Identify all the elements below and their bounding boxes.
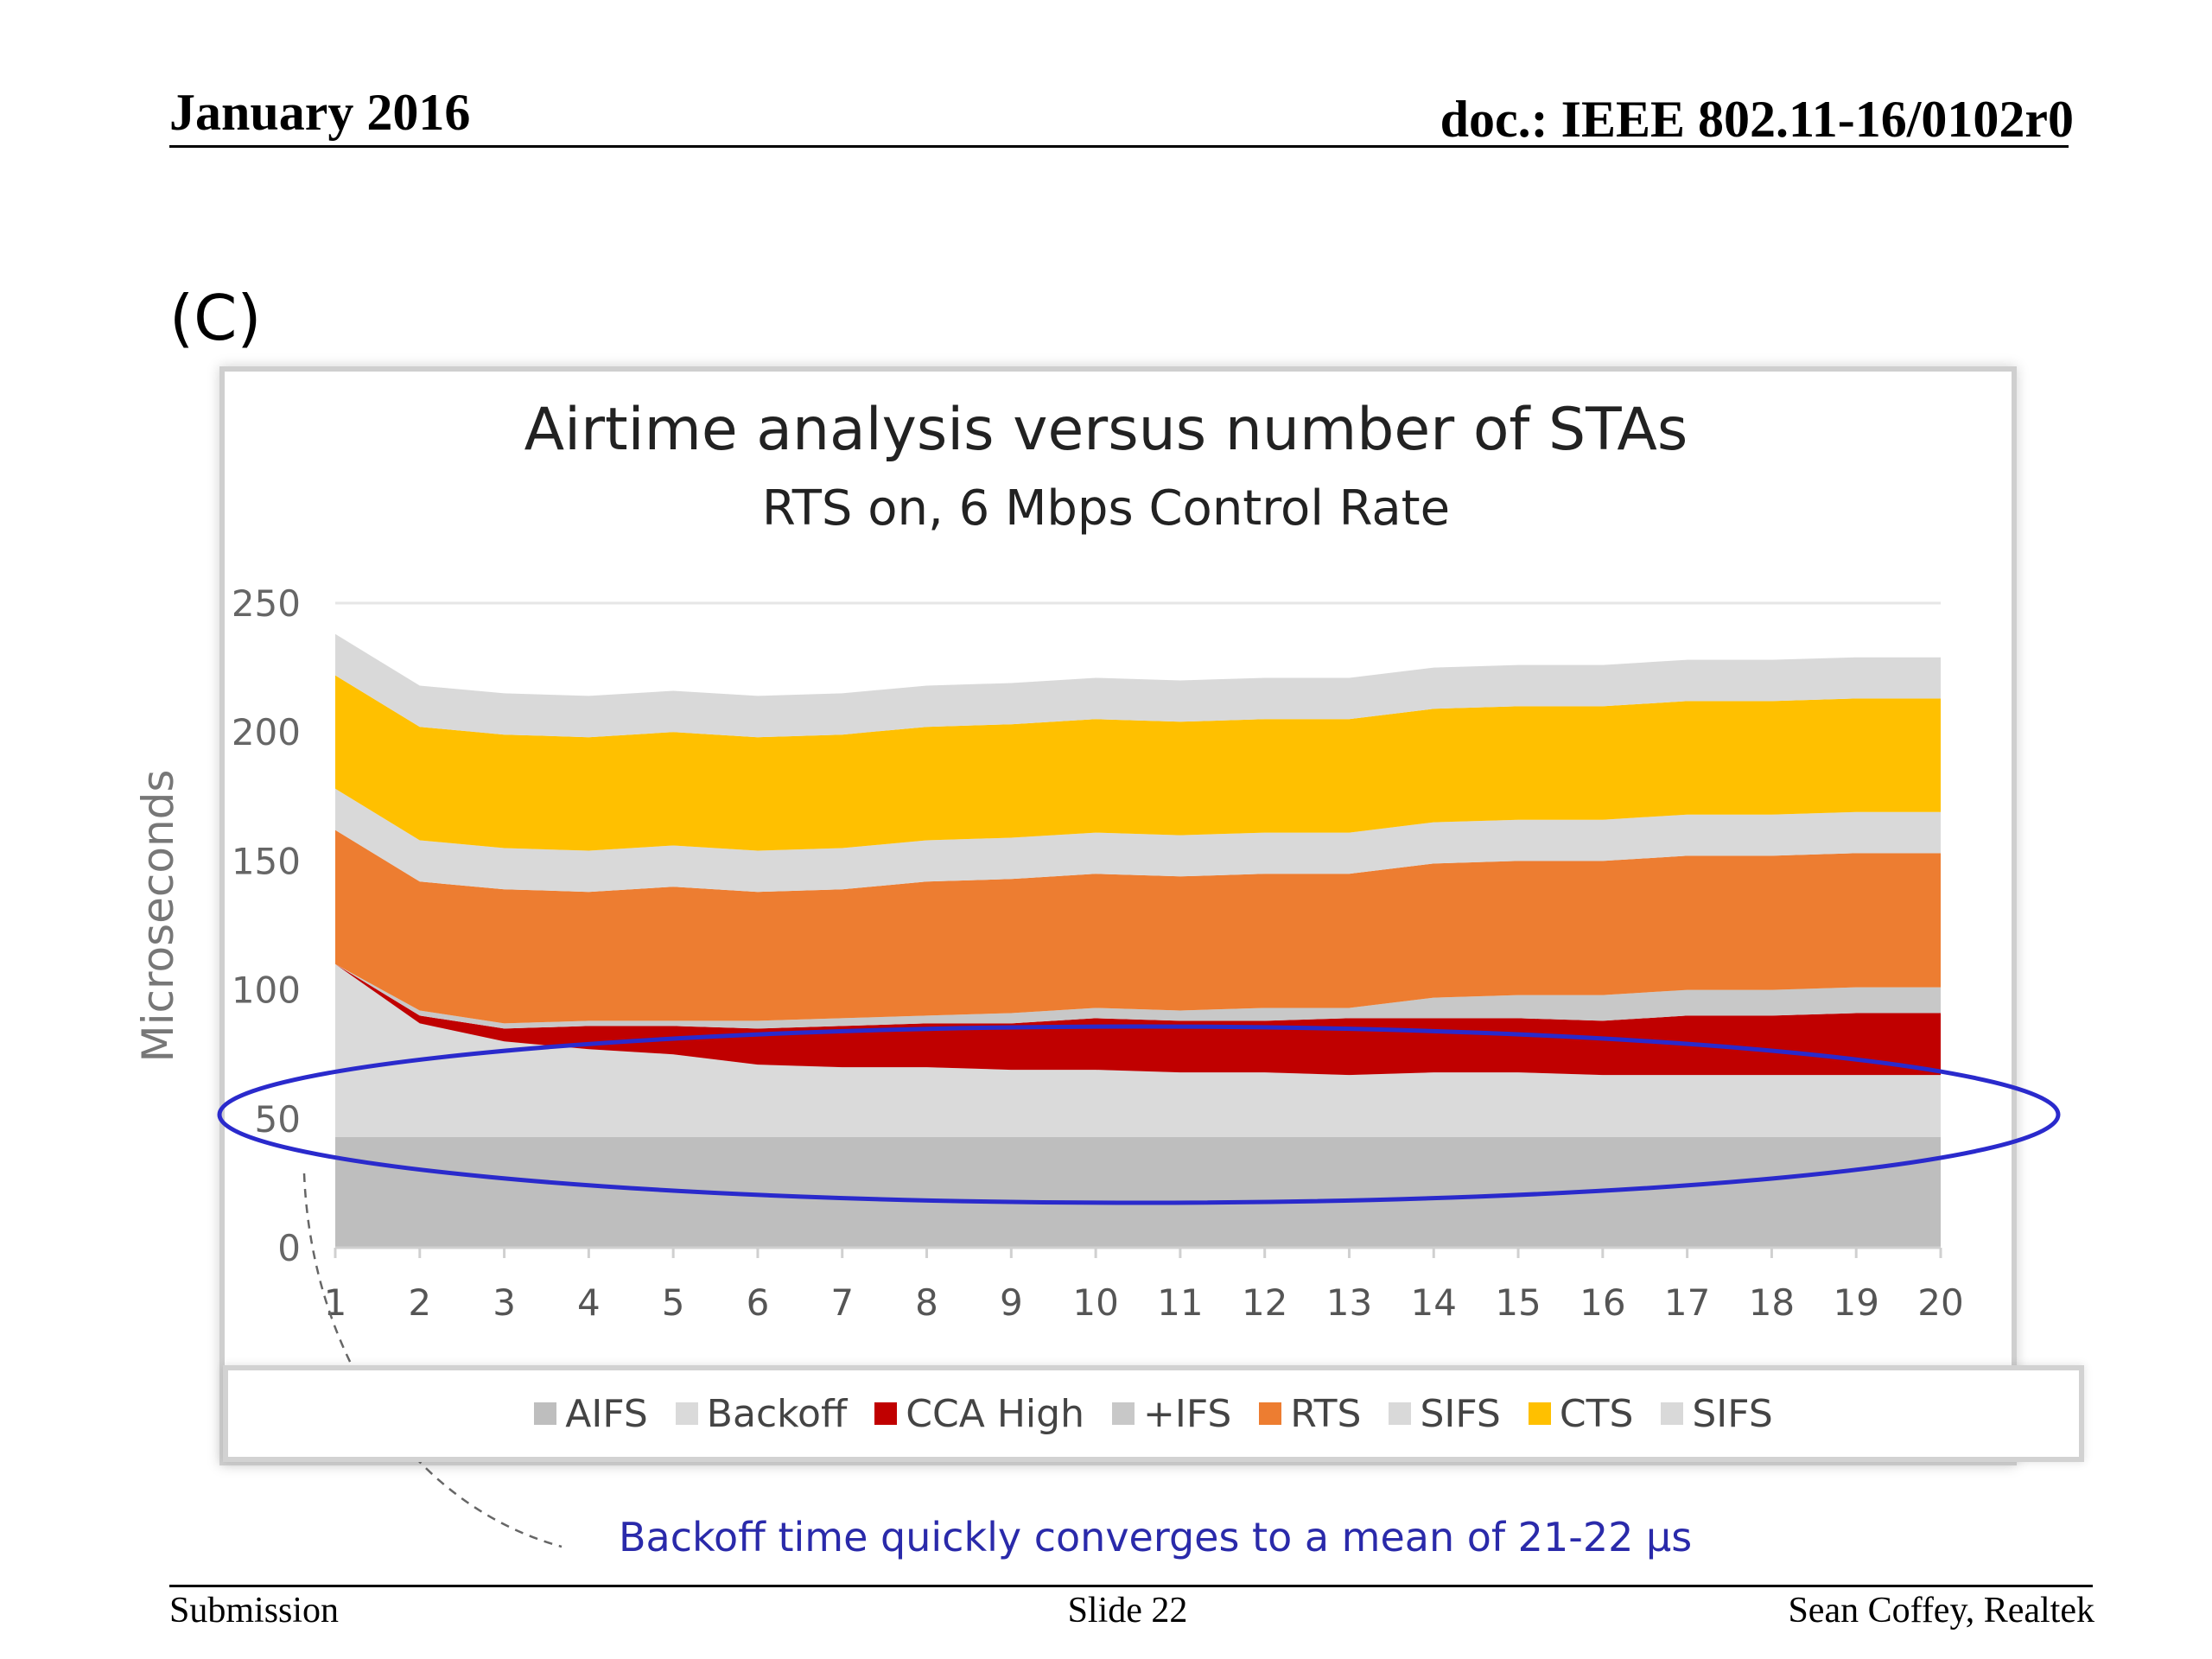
- x-tick-label-2: 2: [408, 1281, 431, 1324]
- area--ifs-3: [335, 963, 1941, 1029]
- legend-label--ifs-3: +IFS: [1142, 1391, 1232, 1436]
- x-tick-label-7: 7: [830, 1281, 854, 1324]
- x-tick-label-10: 10: [1072, 1281, 1118, 1324]
- legend-item-rts-4: RTS: [1259, 1392, 1361, 1436]
- x-tick-label-20: 20: [1917, 1281, 1963, 1324]
- x-tick-label-5: 5: [662, 1281, 685, 1324]
- area-sifs-7: [335, 633, 1941, 738]
- legend-swatch-cts-6: [1528, 1402, 1551, 1425]
- legend-label-rts-4: RTS: [1290, 1391, 1362, 1436]
- legend-item-cts-6: CTS: [1528, 1391, 1634, 1436]
- x-tick-label-8: 8: [915, 1281, 938, 1324]
- legend-swatch-backoff-1: [675, 1402, 698, 1425]
- legend-swatch-rts-4: [1259, 1402, 1282, 1425]
- x-tick-label-15: 15: [1495, 1281, 1541, 1324]
- legend-swatch-cca-high-2: [874, 1402, 898, 1425]
- legend-item-sifs-5: SIFS: [1389, 1391, 1501, 1436]
- y-tick-label-150: 150: [232, 840, 301, 882]
- y-tick-label-50: 50: [255, 1098, 301, 1141]
- annotation-text: Backoff time quickly converges to a mean…: [619, 1514, 1693, 1560]
- header-date: January 2016: [169, 84, 471, 141]
- header-doc-number: doc.: IEEE 802.11-16/0102r0: [1440, 91, 2074, 148]
- legend-swatch-aifs-0: [534, 1402, 557, 1425]
- legend-swatch--ifs-3: [1111, 1402, 1135, 1425]
- legend-swatch-sifs-5: [1389, 1402, 1412, 1425]
- x-tick-label-12: 12: [1242, 1281, 1287, 1324]
- header-rule: [169, 145, 2069, 148]
- x-tick-label-19: 19: [1833, 1281, 1878, 1324]
- legend-item-aifs-0: AIFS: [534, 1392, 648, 1436]
- y-axis-label: Microseconds: [133, 770, 183, 1063]
- area-aifs-0: [335, 1136, 1941, 1248]
- area-sifs-5: [335, 788, 1941, 893]
- footer-slide-number: Slide 22: [1067, 1591, 1188, 1630]
- legend-label-backoff-1: Backoff: [706, 1391, 848, 1436]
- x-tick-label-16: 16: [1580, 1281, 1625, 1324]
- x-tick-label-14: 14: [1411, 1281, 1457, 1324]
- legend-label-sifs-5: SIFS: [1420, 1391, 1501, 1436]
- legend-label-aifs-0: AIFS: [565, 1391, 648, 1436]
- footer-rule: [169, 1585, 2093, 1587]
- legend-item-sifs-7: SIFS: [1661, 1391, 1773, 1436]
- footer-submission: Submission: [169, 1591, 340, 1630]
- y-tick-label-250: 250: [232, 582, 301, 625]
- area-cts-6: [335, 675, 1941, 851]
- chart-title: Airtime analysis versus number of STAs: [524, 396, 1688, 464]
- legend-item--ifs-3: +IFS: [1111, 1391, 1232, 1436]
- chart-legend: AIFS Backoff CCA High +IFS RTS SIFS CTS SIFS: [223, 1365, 2084, 1462]
- legend-swatch-sifs-7: [1661, 1402, 1684, 1425]
- area-backoff-1: [335, 963, 1941, 1137]
- legend-item-cca-high-2: CCA High: [874, 1392, 1084, 1436]
- panel-label: (C): [169, 282, 262, 354]
- y-tick-label-100: 100: [232, 969, 301, 1012]
- chart-subtitle: RTS on, 6 Mbps Control Rate: [761, 480, 1451, 537]
- footer-author: Sean Coffey, Realtek: [1788, 1591, 2094, 1630]
- legend-label-cca-high-2: CCA High: [906, 1391, 1084, 1436]
- area-cca-high-2: [335, 963, 1941, 1076]
- highlight-ellipse: [217, 1024, 2061, 1205]
- y-tick-label-200: 200: [232, 711, 301, 753]
- x-tick-label-18: 18: [1749, 1281, 1795, 1324]
- x-tick-label-6: 6: [747, 1281, 770, 1324]
- y-tick-label-0: 0: [277, 1227, 301, 1269]
- x-tick-label-13: 13: [1326, 1281, 1372, 1324]
- x-tick-label-3: 3: [493, 1281, 516, 1324]
- x-tick-label-4: 4: [577, 1281, 601, 1324]
- legend-label-sifs-7: SIFS: [1692, 1391, 1773, 1436]
- area-rts-4: [335, 830, 1941, 1024]
- x-tick-label-17: 17: [1664, 1281, 1710, 1324]
- x-tick-label-9: 9: [1000, 1281, 1023, 1324]
- legend-item-backoff-1: Backoff: [675, 1391, 848, 1436]
- x-tick-label-11: 11: [1157, 1281, 1203, 1324]
- legend-label-cts-6: CTS: [1559, 1391, 1634, 1436]
